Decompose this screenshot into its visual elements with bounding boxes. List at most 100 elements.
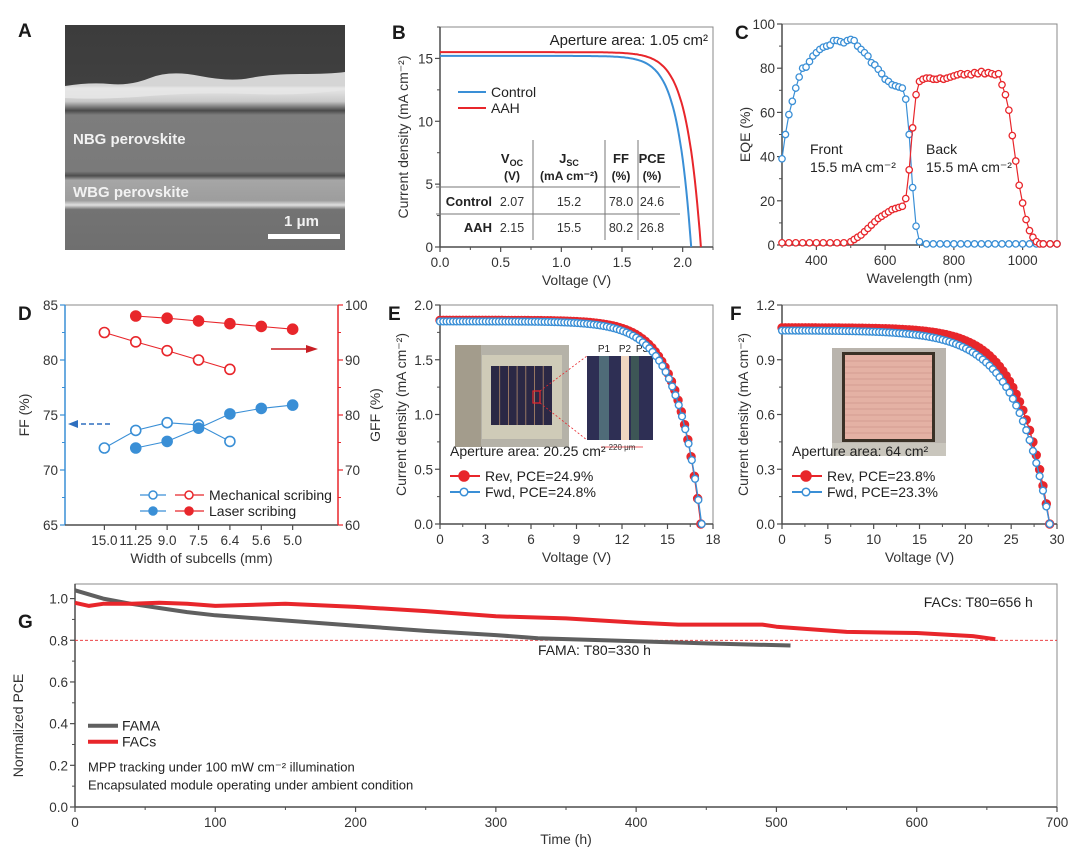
data-point-fwd	[664, 374, 674, 383]
data-point-fwd	[668, 382, 677, 391]
x-tick-label: 11.25	[119, 533, 152, 548]
panel-label-a: A	[18, 21, 32, 42]
scribe-p1	[599, 356, 609, 440]
data-point-back	[1025, 226, 1034, 235]
data-point-front	[912, 222, 920, 231]
note-text: Encapsulated module operating under ambi…	[88, 778, 413, 793]
series-line	[135, 404, 293, 449]
x-tick-label: 200	[344, 815, 367, 830]
legend-label-aah: AAH	[491, 100, 520, 116]
table-cell: 15.2	[557, 195, 581, 209]
panel-label-e: E	[388, 304, 401, 325]
scribe-label-p2: P2	[619, 344, 632, 355]
y-tick-label: 0.2	[49, 758, 68, 773]
data-point	[286, 399, 299, 411]
data-point-back	[833, 238, 841, 247]
series-line-fama	[74, 588, 791, 648]
table-header-unit: (V)	[504, 169, 520, 183]
panel-label-d: D	[18, 304, 32, 325]
data-point	[129, 310, 142, 322]
data-point-back	[905, 166, 914, 174]
data-point	[98, 442, 111, 454]
data-point	[255, 320, 268, 333]
x-tick-label: 0.0	[431, 255, 450, 270]
x-tick-label: 25	[1004, 532, 1019, 547]
data-point-back	[778, 238, 786, 247]
annotation-aperture: Aperture area: 20.25 cm²	[450, 443, 606, 459]
x-tick-label: 600	[874, 253, 897, 268]
data-point-front	[788, 97, 797, 106]
data-point-front	[929, 240, 938, 248]
legend-marker-gff	[184, 490, 194, 500]
table-header-unit: (mA cm⁻²)	[540, 169, 598, 183]
data-point-fwd	[681, 425, 690, 434]
panel-g: 0 100 200 300 400 500 600 700 0.0 0.2 0.4 0.6 0.8 1.0…	[10, 583, 1068, 847]
data-point-front	[998, 240, 1006, 248]
data-point	[98, 326, 111, 339]
legend-label: Laser scribing	[209, 503, 296, 519]
data-point-back	[1001, 90, 1010, 99]
panel-b: 0.0 0.5 1.0 1.5 2.0 0 5 10 15 Voltage (V) Current …	[395, 26, 714, 288]
legend-label-rev: Rev, PCE=24.9%	[485, 468, 593, 484]
y-tick-label: 0	[767, 238, 775, 253]
table-header: JSC	[559, 151, 579, 168]
series-line-facs	[74, 600, 996, 642]
y-tick-label: 80	[43, 353, 58, 368]
data-point	[224, 435, 236, 448]
data-point-fwd	[1032, 458, 1041, 468]
x-axis-label: Voltage (V)	[885, 549, 954, 565]
y-tick-label: 15	[418, 51, 433, 66]
data-point	[129, 424, 142, 437]
x-tick-label: 7.5	[189, 533, 208, 548]
x-tick-label: 1.5	[613, 255, 632, 270]
y-tick-label: 0.5	[414, 462, 433, 477]
scale-bar-label: 1 μm	[284, 213, 319, 230]
data-point-back	[798, 238, 807, 247]
y-tick-label: 0.0	[414, 517, 433, 532]
y-tick-label: 0.6	[49, 675, 68, 690]
y-tick-label: 0.0	[756, 517, 775, 532]
y-tick-label: 65	[43, 518, 58, 533]
y-tick-label: 1.5	[414, 353, 433, 368]
data-point	[161, 435, 173, 448]
x-tick-label: 1.0	[552, 255, 571, 270]
legend-marker-ff	[148, 506, 158, 516]
data-point-front	[898, 84, 907, 92]
x-tick-label: 0	[778, 532, 786, 547]
x-axis-label: Wavelength (nm)	[866, 270, 972, 286]
sem-image	[65, 25, 345, 250]
x-tick-label: 400	[805, 253, 828, 268]
annotation-front-title: Front	[810, 141, 843, 157]
data-point-front	[802, 63, 810, 71]
zoom-connector	[539, 355, 588, 392]
x-tick-label: 0	[71, 815, 79, 830]
data-point	[192, 315, 205, 327]
x-tick-label: 5.6	[252, 533, 271, 548]
y2-tick-label: 80	[345, 408, 360, 423]
annotation-facs-t80: FACs: T80=656 h	[924, 594, 1033, 610]
legend-marker-fwd	[459, 487, 469, 497]
data-point	[224, 317, 236, 330]
x-tick-label: 9.0	[158, 533, 177, 548]
sem-top-layer-texture	[65, 72, 345, 99]
panel-label-b: B	[392, 23, 406, 44]
data-point-fwd	[1008, 394, 1017, 403]
table-header: FF	[613, 151, 629, 166]
data-point-fwd	[1042, 502, 1051, 511]
data-point-back	[901, 194, 910, 203]
data-point-back	[994, 69, 1003, 78]
y-tick-label: 0.4	[49, 717, 68, 732]
x-tick-label: 500	[765, 815, 788, 830]
table-cell: 26.8	[640, 221, 664, 235]
data-point-front	[1018, 240, 1027, 248]
data-point-front	[901, 95, 910, 103]
data-point-fwd	[1038, 486, 1048, 495]
table-header: PCE	[639, 151, 666, 166]
data-point-back	[1015, 181, 1024, 190]
table-cell: 24.6	[640, 195, 664, 209]
data-point	[192, 422, 205, 435]
inset-scale-label: 220 μm	[609, 443, 636, 452]
x-tick-label: 2.0	[673, 255, 692, 270]
x-tick-label: 30	[1049, 532, 1064, 547]
data-point-fwd	[1045, 519, 1054, 529]
